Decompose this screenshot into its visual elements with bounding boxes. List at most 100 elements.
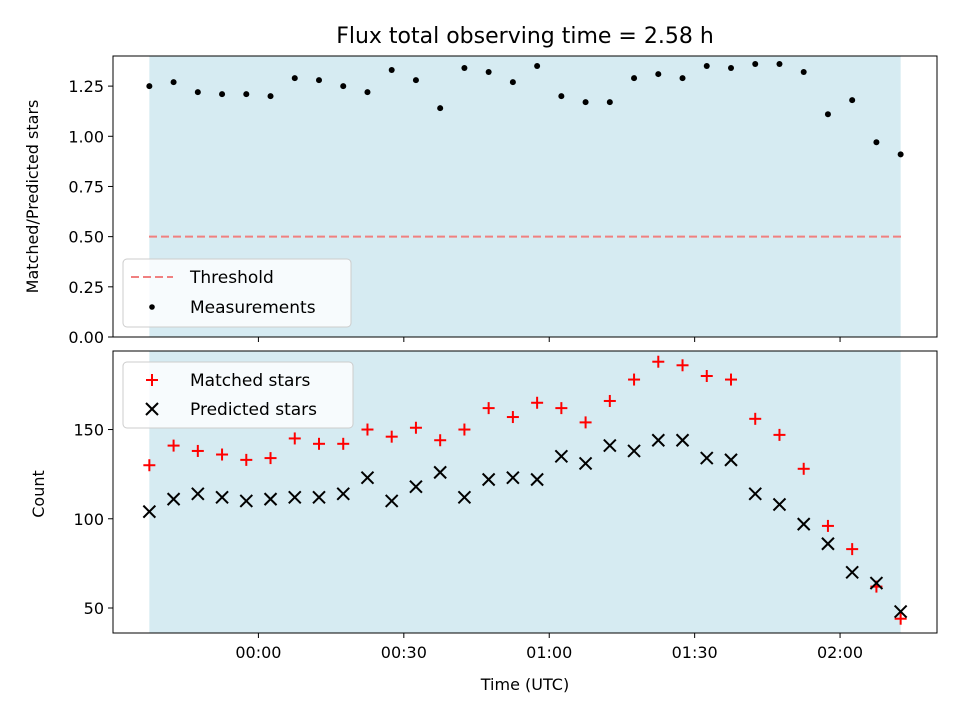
predicted-star-point [215,490,229,505]
predicted-star-point [457,490,472,505]
predicted-star-point [893,604,908,619]
matched-star-point [337,437,350,450]
matched-star-point [482,402,495,415]
measurement-point [170,79,177,86]
ratio-frame [112,55,938,338]
ratio-y-tick-label: 1.00 [68,127,104,146]
ratio-measurements [146,61,904,158]
predicted-star-point [336,487,350,501]
matched-star-point [725,373,737,386]
measurement-point [509,79,516,86]
count-y-axis-label: Count [29,470,48,518]
measurement-point [606,99,613,106]
count-axes: 50 100 150 00:00 00:30 01:00 01:30 02:00 [73,421,863,662]
matched-star-point [797,462,810,475]
matched-star-point [264,452,277,465]
predicted-star-point [142,504,157,519]
ratio-y-axis-label: Matched/Predicted stars [23,100,42,294]
matched-star-point [506,411,519,424]
legend-measurements-label: Measurements [190,298,316,318]
ratio-y-tick-label: 1.25 [68,77,104,96]
predicted-star-point [191,487,205,501]
measurement-point [752,61,759,68]
measurement-point [316,77,322,84]
matched-star-point [579,416,592,429]
x-axis-label: Time (UTC) [480,675,569,694]
count-points [142,355,908,625]
ratio-y-tick-label: 0.75 [68,177,104,196]
matched-star-point [555,402,568,415]
matched-star-point [191,444,204,457]
x-tick-label: 01:00 [526,643,572,662]
legend-predicted-label: Predicted stars [190,400,317,420]
predicted-star-point [506,471,520,485]
matched-star-point [409,421,422,434]
measurement-point [194,89,201,96]
legend-matched-label: Matched stars [190,371,310,391]
predicted-star-point [869,576,884,590]
measurement-point [824,111,831,118]
measurement-point [340,83,347,90]
measurement-point [534,63,541,70]
measurement-point [558,93,565,100]
x-tick-label: 00:30 [381,643,427,662]
matched-star-point [700,369,713,382]
x-tick-label: 00:00 [235,643,281,662]
measurement-point [776,61,783,68]
ratio-panel: 0.00 0.25 0.50 0.75 1.00 1.25 Matched/Predict… [23,55,938,347]
x-tick-label: 01:30 [672,643,718,662]
predicted-star-point [748,487,762,501]
predicted-star-point [845,565,859,580]
predicted-star-point [481,472,496,487]
measurement-point [219,91,226,98]
measurement-point [849,97,856,104]
matched-star-point [167,439,180,452]
matched-star-point [652,355,665,368]
legend-threshold-label: Threshold [189,268,274,288]
count-y-tick-label: 50 [84,599,104,618]
measurement-point [873,139,880,146]
measurement-point [800,69,807,76]
count-y-tick-label: 100 [73,510,104,529]
count-frame [112,350,938,634]
predicted-star-point [578,456,593,471]
predicted-star-point [263,492,278,506]
matched-star-point [531,396,544,409]
measurement-point [897,151,904,158]
predicted-star-point [166,492,181,506]
predicted-star-point [724,453,738,467]
matched-star-point [821,519,834,532]
ratio-axes: 0.00 0.25 0.50 0.75 1.00 1.25 [68,77,841,347]
legend-matched-swatch [146,374,158,386]
count-legend: Matched stars Predicted stars [122,361,354,429]
predicted-star-point [627,444,641,458]
predicted-star-point [772,497,787,512]
predicted-star-point [409,479,423,494]
matched-star-point [288,432,301,445]
predicted-star-point [288,490,302,505]
matched-star-point [434,434,447,447]
measurement-point [146,83,153,90]
matched-star-point [846,543,859,556]
matched-star-point [458,423,471,436]
predicted-star-point [554,449,569,464]
matched-star-point [676,359,689,372]
predicted-star-point [239,494,254,508]
chart-title: Flux total observing time = 2.58 h [336,24,714,49]
matched-star-point [749,412,762,425]
predicted-star-point [603,438,617,453]
matched-star-point [628,373,641,386]
predicted-star-point [675,433,690,447]
measurement-point [291,75,298,82]
x-tick-label: 02:00 [817,643,863,662]
predicted-star-point [796,517,811,531]
measurement-point [243,91,250,98]
measurement-point [461,65,468,72]
measurement-point [703,63,710,70]
predicted-star-point [700,451,714,465]
measurement-point [267,93,274,100]
legend-predicted-swatch [145,402,159,416]
matched-star-point [313,437,325,450]
